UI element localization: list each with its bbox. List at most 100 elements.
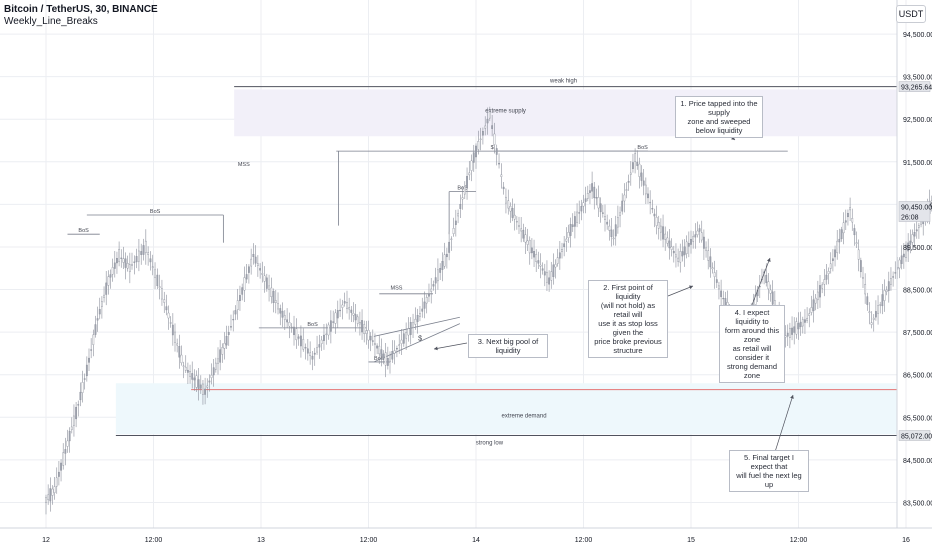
candle-body: [715, 279, 718, 283]
candle-body: [286, 319, 289, 323]
candle-body: [655, 216, 658, 226]
candle-body: [563, 243, 566, 248]
candle-body: [668, 240, 671, 249]
candle-body: [722, 297, 725, 300]
candle-body: [586, 193, 589, 199]
candle-body: [323, 334, 325, 341]
candle-body: [634, 153, 637, 162]
candle-body: [915, 229, 918, 232]
candle-body: [85, 364, 88, 377]
candle-body: [595, 197, 598, 199]
candle-body: [90, 349, 93, 351]
candle-body: [356, 316, 359, 324]
candle-body: [230, 326, 232, 328]
candle-body: [96, 318, 99, 321]
candle-body: [391, 351, 394, 360]
candle-body: [488, 111, 491, 119]
candle-body: [664, 233, 667, 240]
symbol-title[interactable]: Bitcoin / TetherUS, 30, BINANCE: [4, 4, 158, 15]
candle-body: [371, 340, 374, 342]
candle-body: [359, 322, 361, 325]
candle-body: [254, 256, 257, 264]
candle-body: [352, 313, 355, 316]
candle-body: [400, 339, 403, 344]
candle-body: [79, 391, 82, 401]
currency-button[interactable]: USDT: [896, 5, 926, 23]
candle-body: [890, 278, 892, 285]
candle-body: [182, 365, 185, 367]
candle-body: [126, 263, 129, 269]
candle-body: [382, 353, 385, 359]
candle-body: [243, 277, 246, 291]
candle-body: [184, 366, 187, 371]
candle-body: [277, 303, 279, 310]
candle-body: [584, 198, 587, 202]
candle-body: [484, 125, 487, 129]
candle-body: [498, 162, 500, 165]
candle-body: [638, 163, 641, 177]
x-tick-label: 12:00: [360, 537, 378, 544]
candle-body: [913, 232, 916, 237]
candle-body: [472, 152, 475, 163]
candle-body: [569, 224, 572, 236]
candle-body: [142, 245, 145, 255]
candle-body: [561, 249, 563, 252]
candle-body: [894, 272, 897, 274]
candle-body: [158, 286, 161, 288]
candle-body: [872, 317, 875, 320]
candle-body: [677, 257, 680, 262]
candle-body: [552, 264, 555, 277]
candle-body: [369, 335, 372, 341]
candle-body: [156, 274, 159, 287]
candle-body: [75, 406, 78, 420]
candle-body: [791, 327, 793, 335]
candle-body: [274, 300, 277, 304]
price-tag-box: [898, 81, 931, 92]
y-tick-label: 85,500.00: [903, 415, 932, 422]
candle-body: [320, 339, 323, 344]
candle-body: [92, 334, 95, 345]
candle-body: [439, 268, 442, 273]
candle-body: [259, 268, 262, 271]
candle-body: [864, 284, 867, 295]
candle-body: [378, 345, 381, 355]
annotation-2-arrow: [667, 285, 694, 297]
candle-body: [311, 355, 314, 360]
candle-body: [295, 328, 298, 341]
indicator-label[interactable]: Weekly_Line_Breaks: [4, 16, 98, 27]
candle-body: [171, 324, 174, 336]
x-tick-label: 16: [902, 537, 910, 544]
candle-body: [281, 310, 284, 318]
candle-body: [801, 319, 804, 327]
candle-body: [341, 304, 344, 308]
y-tick-label: 91,500.00: [903, 160, 932, 167]
candle-body: [694, 234, 697, 238]
supply-zone: [234, 89, 897, 137]
candle-body: [204, 388, 206, 395]
candle-body: [859, 260, 862, 273]
y-tick-label: 92,500.00: [903, 117, 932, 124]
candle-body: [288, 322, 291, 327]
candle-body: [576, 211, 578, 223]
candle-body: [217, 358, 219, 364]
price-tag-label: 85,072.00: [901, 434, 932, 441]
candle-body: [290, 326, 293, 329]
candle-body: [193, 377, 196, 381]
candle-body: [245, 274, 248, 280]
candle-body: [133, 261, 136, 263]
candle-body: [685, 241, 688, 254]
candle-body: [402, 333, 405, 344]
candle-body: [174, 331, 176, 343]
x-tick-label: 12:00: [145, 537, 163, 544]
candle-body: [657, 221, 660, 229]
x-tick-label: 15: [687, 537, 695, 544]
candle-body: [302, 339, 305, 350]
candle-body: [83, 378, 86, 380]
candle-body: [163, 299, 166, 303]
candle-body: [140, 251, 143, 255]
candle-body: [574, 216, 576, 227]
candle-body: [367, 329, 370, 341]
candle-body: [589, 190, 591, 193]
candle-body: [334, 312, 337, 324]
